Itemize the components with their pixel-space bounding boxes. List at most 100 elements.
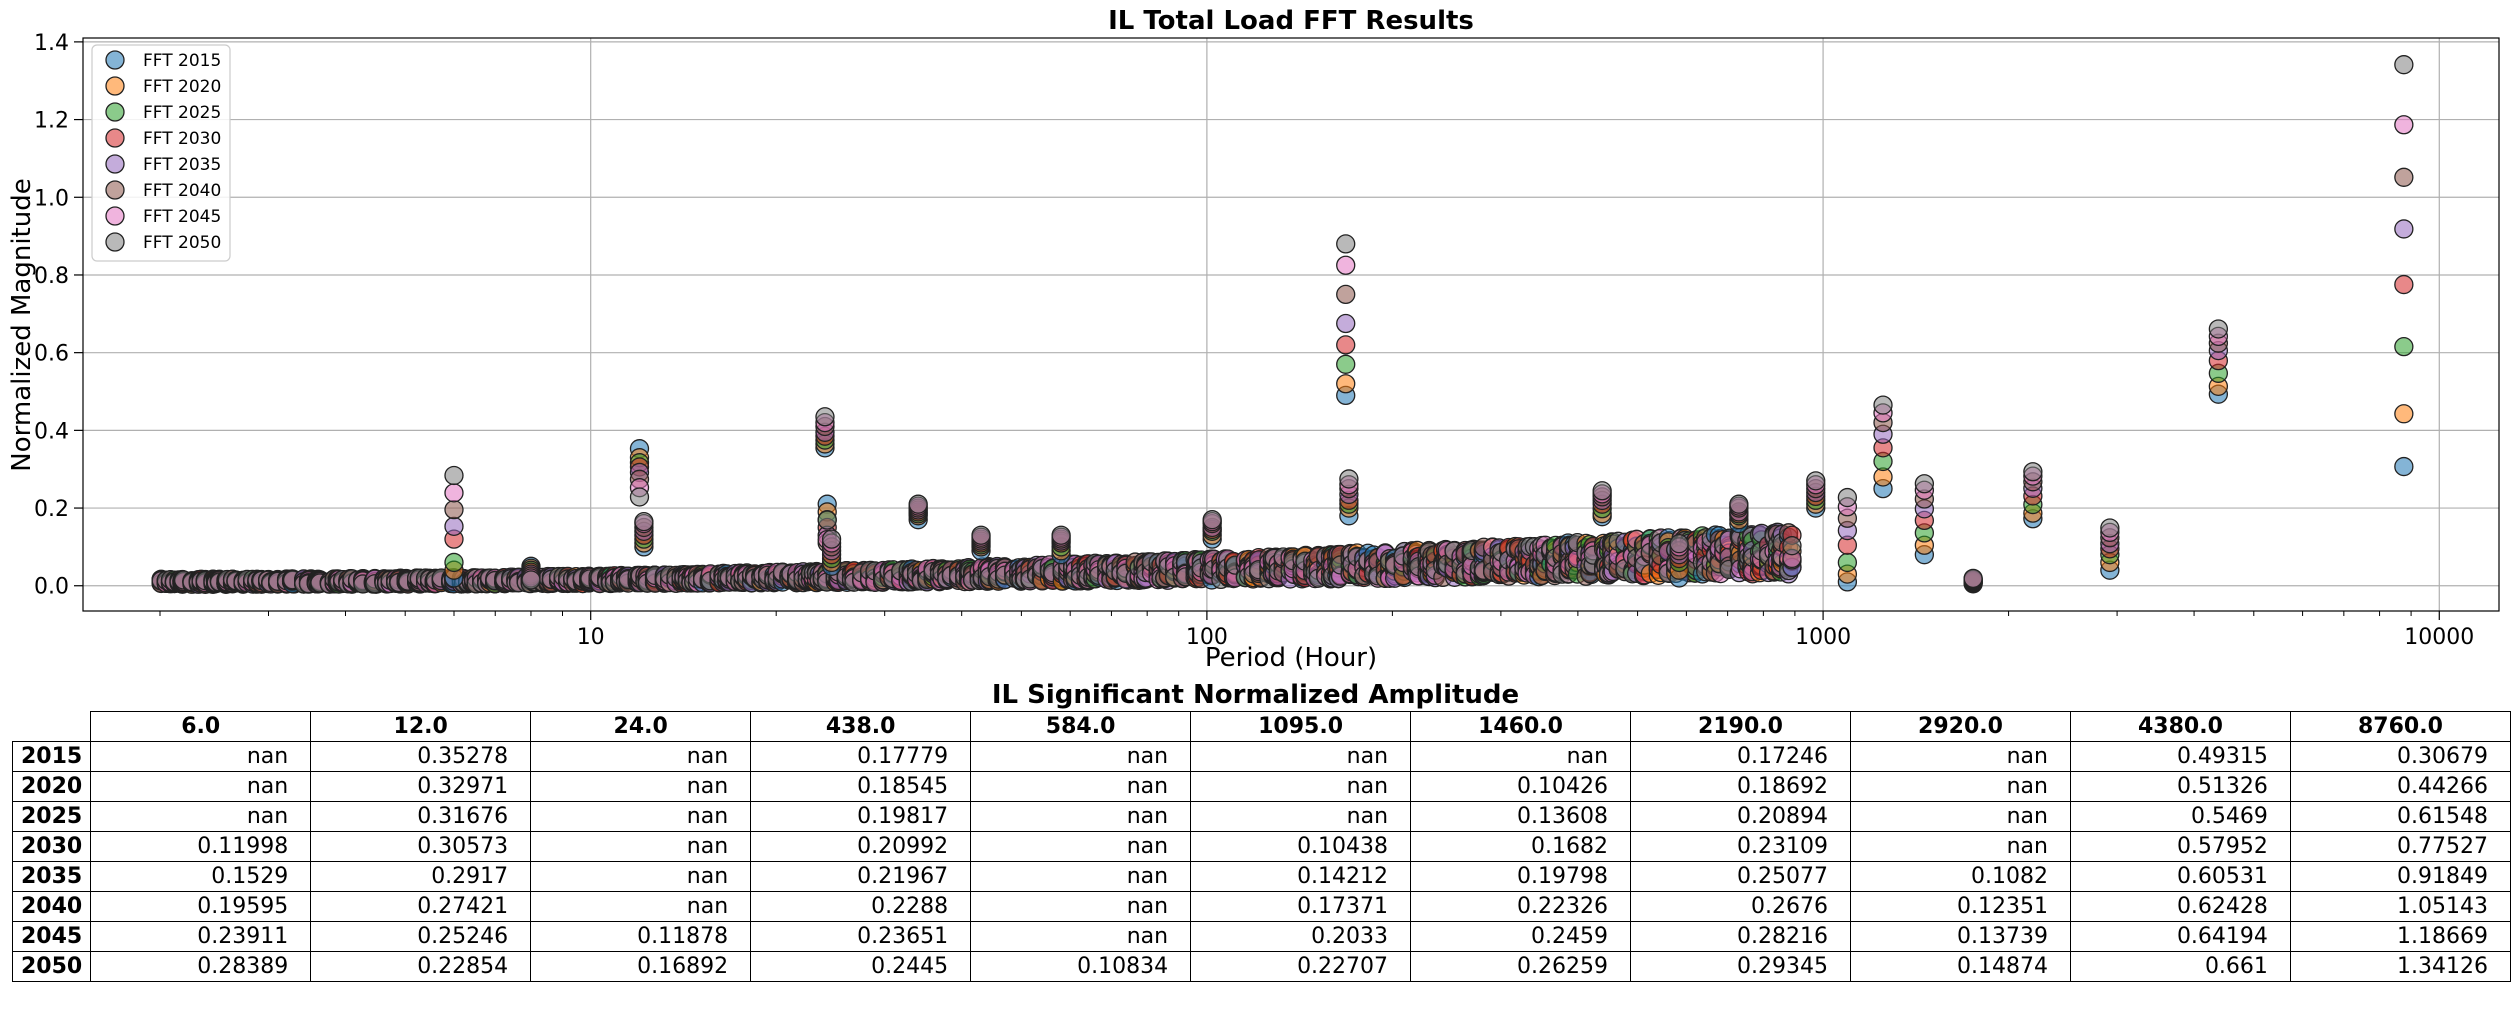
table-cell: 0.19817 xyxy=(750,801,972,832)
peak-point-24-6 xyxy=(2394,115,2414,135)
peak-point-11-6 xyxy=(1336,255,1356,275)
table-corner-cell xyxy=(12,711,92,742)
table-cell: 1.34126 xyxy=(2289,951,2511,982)
table-row-header: 2020 xyxy=(11,771,92,802)
table-cell: nan xyxy=(970,771,1192,802)
table-cell: 0.12351 xyxy=(1849,891,2071,922)
table-cell: 0.22707 xyxy=(1190,951,1412,982)
table-cell: 0.5469 xyxy=(2069,801,2291,832)
table-cell: 0.11998 xyxy=(90,831,312,862)
y-tick-label: 1.4 xyxy=(34,31,69,56)
legend-label-1: FFT 2020 xyxy=(143,77,221,97)
table-column-header: 8760.0 xyxy=(2289,711,2511,742)
peak-point-2-7 xyxy=(629,487,650,507)
table-cell: 0.17779 xyxy=(750,741,972,772)
table-row-header: 2015 xyxy=(11,741,92,772)
table-cell: 0.16892 xyxy=(530,951,752,982)
peak-point-11-3 xyxy=(1336,335,1356,355)
peak-point-12-7 xyxy=(1339,469,1359,489)
table-cell: 0.22854 xyxy=(310,951,532,982)
legend-marker-2 xyxy=(105,102,125,122)
table-cell: 0.1682 xyxy=(1410,831,1632,862)
legend-label-4: FFT 2035 xyxy=(143,155,221,175)
peak-point-5-7 xyxy=(817,510,837,530)
table-cell: 0.14212 xyxy=(1190,861,1412,892)
table-cell: 0.10438 xyxy=(1190,831,1412,862)
table-cell: 0.2445 xyxy=(750,951,972,982)
table-row-header: 2025 xyxy=(11,801,92,832)
table-cell: 0.61548 xyxy=(2289,801,2511,832)
x-tick-label: 1000 xyxy=(1795,625,1851,650)
table-cell: 0.10834 xyxy=(970,951,1192,982)
peak-point-15-7 xyxy=(1729,494,1749,514)
x-tick-label: 100 xyxy=(1186,625,1228,650)
table-row: 2020 nan 0.32971 nan 0.18545 nan nan 0.10426 0.1… xyxy=(11,771,2511,802)
table-cell: 0.2917 xyxy=(310,861,532,892)
legend-marker-4 xyxy=(105,154,125,174)
peak-point-17-2 xyxy=(1837,552,1858,573)
peak-point-3-7 xyxy=(634,512,654,532)
peak-point-24-7 xyxy=(2394,55,2414,75)
legend-box xyxy=(91,44,231,262)
table-column-header: 12.0 xyxy=(310,711,532,742)
table-cell: nan xyxy=(90,771,312,802)
table-column-header: 6.0 xyxy=(90,711,312,742)
table-cell: 0.26259 xyxy=(1410,951,1632,982)
table-cell: nan xyxy=(1849,771,2071,802)
y-tick-label: 0.2 xyxy=(34,497,69,522)
table-row: 2035 0.1529 0.2917 nan 0.21967 nan 0.14212 0.19… xyxy=(11,861,2511,892)
table-cell: 0.49315 xyxy=(2069,741,2291,772)
table-cell: 0.77527 xyxy=(2289,831,2511,862)
peak-point-1-7 xyxy=(521,570,541,590)
table-cell: 0.11878 xyxy=(530,921,752,952)
table-row: 2015 nan 0.35278 nan 0.17779 nan nan nan 0.17246… xyxy=(11,741,2511,772)
table-cell: nan xyxy=(1190,741,1412,772)
table-cell: 0.18545 xyxy=(750,771,972,802)
y-axis-ticks: 0.0 0.2 0.4 0.6 0.8 1.0 1.2 1.4 xyxy=(34,31,83,600)
table-cell: nan xyxy=(1190,771,1412,802)
peak-point-6-7 xyxy=(821,529,842,549)
table-cell: nan xyxy=(530,771,752,802)
peak-point-0-5 xyxy=(444,499,464,520)
table-cell: 0.23651 xyxy=(750,921,972,952)
peak-point-24-5 xyxy=(2394,167,2414,187)
peak-point-23-7 xyxy=(2208,319,2229,339)
y-tick-label: 0.0 xyxy=(34,575,69,600)
table-cell: nan xyxy=(530,861,752,892)
table-cell: 0.17246 xyxy=(1630,741,1851,772)
table-cell: 0.1529 xyxy=(90,861,312,892)
legend-marker-3 xyxy=(105,128,125,148)
table-cell: nan xyxy=(1849,741,2071,772)
peak-point-11-4 xyxy=(1336,313,1356,334)
peak-point-13-7 xyxy=(1592,481,1612,501)
legend-marker-5 xyxy=(105,180,125,200)
legend-marker-7 xyxy=(105,232,125,252)
table-cell: 0.20992 xyxy=(750,831,972,862)
table-cell: nan xyxy=(970,801,1192,832)
peak-point-19-7 xyxy=(1914,474,1935,494)
table-cell: 0.25246 xyxy=(310,921,532,952)
table-cell: 0.32971 xyxy=(310,771,532,802)
peak-point-16-7 xyxy=(1806,471,1826,491)
y-tick-label: 0.8 xyxy=(34,264,69,289)
table-cell: nan xyxy=(1410,741,1632,772)
table-cell: 0.19798 xyxy=(1410,861,1632,892)
table-cell: 0.2288 xyxy=(750,891,972,922)
table-cell: 0.18692 xyxy=(1630,771,1851,802)
peak-point-9-7 xyxy=(1051,525,1071,545)
table-cell: 0.661 xyxy=(2069,951,2291,982)
scatter-points xyxy=(151,55,2414,594)
y-tick-label: 1.2 xyxy=(34,109,69,134)
table-cell: 0.22326 xyxy=(1410,891,1632,922)
peak-point-24-3 xyxy=(2394,274,2414,295)
table-row: 2030 0.11998 0.30573 nan 0.20992 nan 0.10438 0.… xyxy=(11,831,2511,862)
legend-label-6: FFT 2045 xyxy=(143,207,221,227)
table-cell: 0.13608 xyxy=(1410,801,1632,832)
table-cell: 0.29345 xyxy=(1630,951,1851,982)
table-row-header: 2030 xyxy=(11,831,92,862)
table-cell: 0.17371 xyxy=(1190,891,1412,922)
peak-point-11-2 xyxy=(1336,354,1356,374)
peak-point-21-7 xyxy=(2023,462,2043,482)
peak-point-22-7 xyxy=(2100,518,2120,538)
table-cell: 0.91849 xyxy=(2289,861,2511,892)
